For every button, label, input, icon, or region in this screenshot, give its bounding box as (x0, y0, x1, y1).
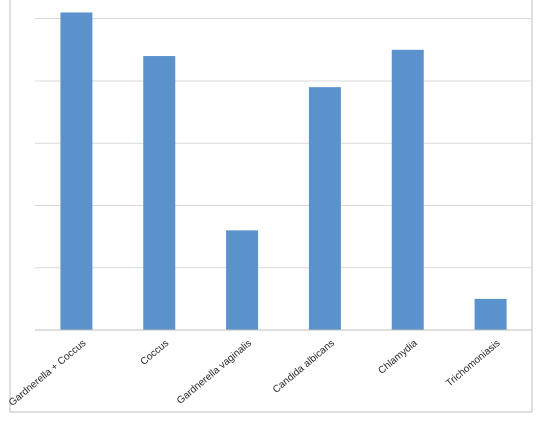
bar-gardnerella-vaginalis (226, 230, 259, 330)
bar-candida-albicans (308, 87, 341, 330)
bars-group (60, 12, 507, 331)
x-tick-label: Candida albicans (271, 338, 337, 396)
x-tick-label: Trichomoniasis (444, 338, 502, 389)
bar-coccus (143, 56, 176, 331)
x-tick-label: Gardnerella vaginalis (175, 338, 254, 407)
gridlines (35, 18, 532, 269)
bar-chlamydia (391, 49, 424, 331)
x-tick-labels: Gardnerella + Coccus Coccus Gardnerella va… (7, 338, 503, 409)
bar-trichomoniasis (474, 298, 507, 330)
bar-gardnerella-coccus (60, 12, 93, 331)
x-tick-label: Gardnerella + Coccus (7, 338, 88, 409)
x-tick-label: Chlamydia (376, 338, 420, 377)
x-tick-label: Coccus (139, 338, 172, 368)
